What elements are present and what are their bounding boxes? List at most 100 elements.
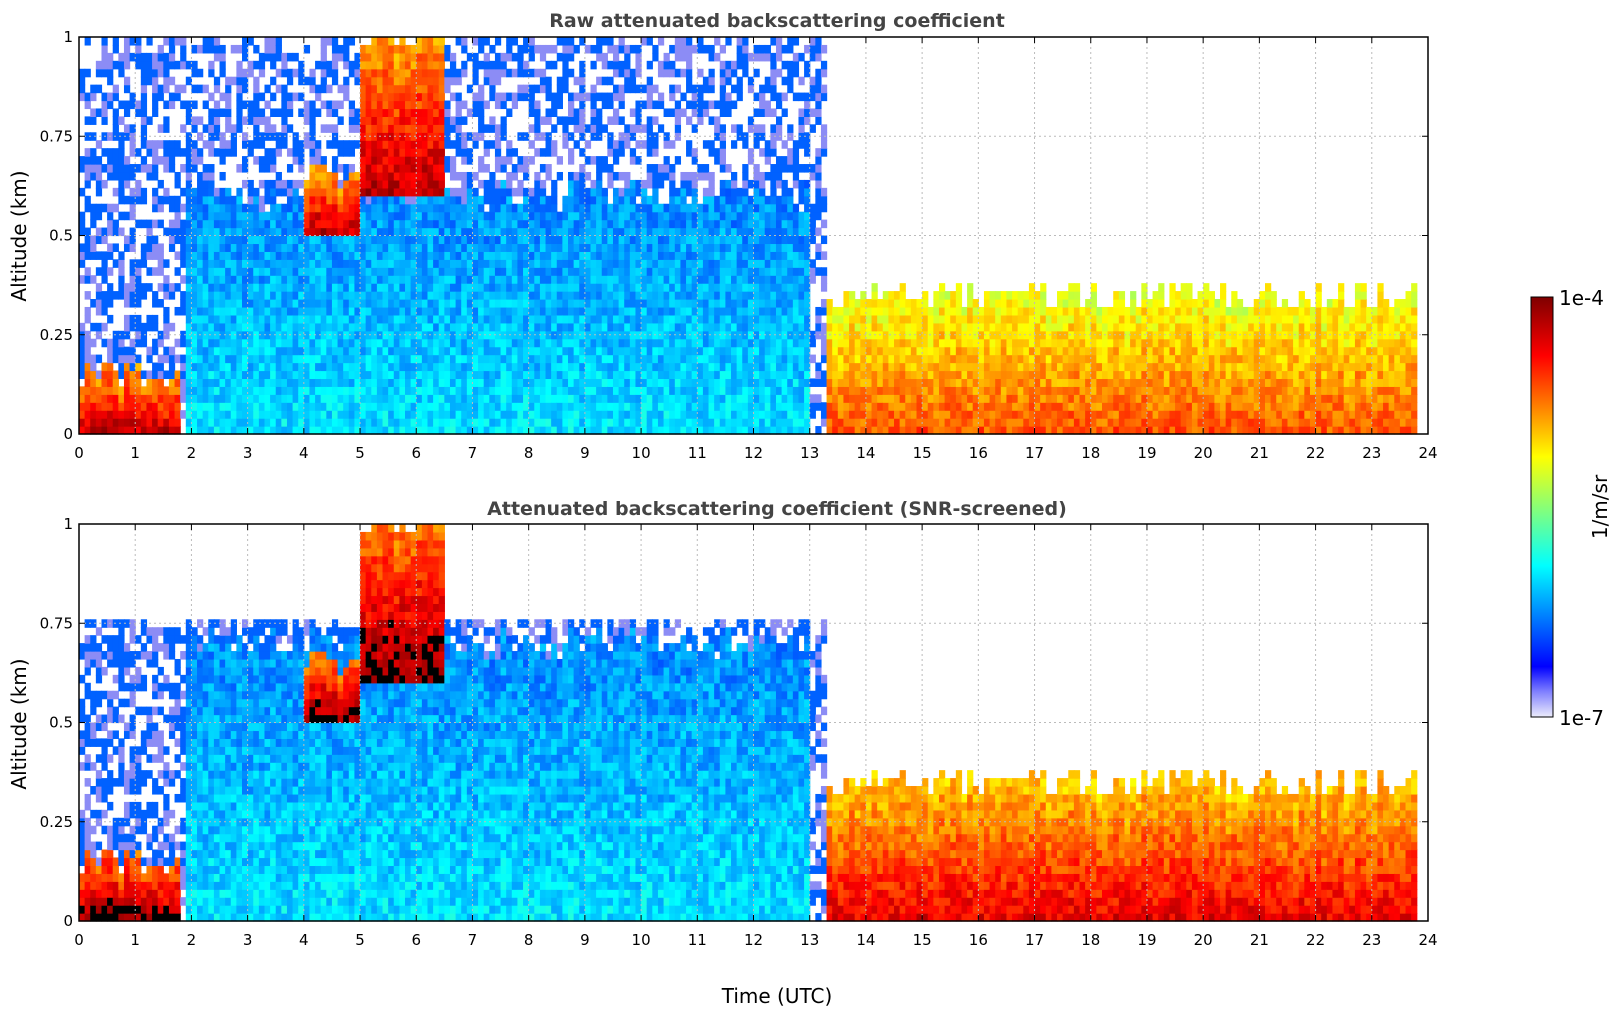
heatmap-cell [478,100,485,110]
heatmap-cell [208,251,215,260]
heatmap-cell [697,100,704,110]
heatmap-cell [247,299,254,308]
heatmap-cell [123,378,131,387]
heatmap-cell [382,299,389,308]
heatmap-cell [275,314,282,324]
heatmap-cell [382,203,389,213]
heatmap-cell [427,354,434,364]
heatmap-cell [393,426,400,435]
heatmap-cell [641,338,648,348]
heatmap-cell [309,410,316,419]
heatmap-cell [759,354,766,364]
heatmap-cell [230,299,237,308]
heatmap-cell [657,219,665,229]
heatmap-cell [303,299,311,308]
heatmap-cell [607,378,614,387]
heatmap-cell [590,362,597,372]
heatmap-cell [596,219,603,229]
heatmap-cell [646,299,653,308]
heatmap-cell [331,370,339,380]
heatmap-cell [320,76,327,86]
heatmap-cell [674,346,682,356]
heatmap-cell [202,203,209,213]
heatmap-cell [320,60,327,70]
heatmap-cell [708,140,715,149]
heatmap-cell [174,227,181,237]
heatmap-cell [388,84,395,94]
heatmap-cell [405,108,412,117]
heatmap-cell [500,235,507,245]
heatmap-cell [444,108,451,117]
heatmap-cell [708,187,715,197]
heatmap-cell [315,219,322,229]
heatmap-cell [601,195,608,205]
heatmap-cell [112,370,119,380]
heatmap-cell [140,116,148,125]
heatmap-cell [601,156,608,165]
heatmap-cell [354,235,361,245]
heatmap-cell [646,354,653,364]
heatmap-cell [759,52,766,62]
heatmap-cell [315,92,322,102]
heatmap-cell [742,354,749,364]
heatmap-cell [545,330,552,340]
heatmap-cell [95,267,103,276]
heatmap-cell [79,259,86,268]
heatmap-cell [331,410,339,419]
heatmap-cell [112,394,119,403]
heatmap-cell [275,410,282,419]
heatmap-cell [596,418,603,427]
heatmap-cell [590,156,597,165]
heatmap-cell [168,354,176,364]
heatmap-cell [596,124,603,133]
heatmap-cell [219,402,226,411]
heatmap-cell [393,44,400,54]
heatmap-cell [742,267,749,276]
heatmap-cell [247,378,254,387]
heatmap-cell [444,378,451,387]
heatmap-cell [483,410,490,419]
heatmap-cell [551,267,558,276]
heatmap-cell [371,108,378,117]
heatmap-cell [371,259,378,268]
heatmap-cell [399,52,406,62]
heatmap-cell [405,132,412,141]
heatmap-cell [736,251,743,260]
heatmap-cell [101,68,108,78]
heatmap-cell [753,211,760,221]
heatmap-cell [489,92,496,102]
heatmap-cell [140,195,148,205]
heatmap-cell [270,386,277,395]
heatmap-cell [584,299,592,308]
heatmap-cell [691,314,698,324]
heatmap-cell [337,235,344,245]
heatmap-cell [461,148,468,157]
heatmap-cell [236,394,243,403]
heatmap-cell [759,124,766,133]
heatmap-cell [405,156,412,165]
heatmap-cell [629,291,637,300]
heatmap-cell [118,275,125,284]
heatmap-cell [225,211,232,221]
heatmap-cell [129,243,136,252]
heatmap-cell [421,211,429,221]
heatmap-cell [185,140,193,149]
heatmap-cell [652,116,659,125]
heatmap-cell [714,283,721,292]
heatmap-cell [618,116,625,125]
heatmap-cell [281,52,288,62]
heatmap-cell [388,44,395,54]
heatmap-cell [691,124,698,133]
heatmap-cell [562,283,569,292]
heatmap-cell [118,338,125,348]
heatmap-cell [646,171,653,181]
heatmap-cell [663,211,670,221]
heatmap-cell [191,259,198,268]
heatmap-cell [697,92,704,102]
heatmap-cell [747,179,755,189]
heatmap-cell [528,354,535,364]
heatmap-cell [438,100,445,110]
heatmap-cell [500,116,507,125]
heatmap-cell [112,203,119,213]
heatmap-cell [556,378,563,387]
